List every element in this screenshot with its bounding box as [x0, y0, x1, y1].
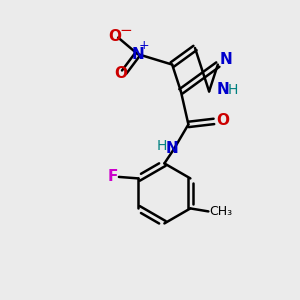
Text: N: N: [166, 141, 178, 156]
Text: N: N: [131, 46, 144, 62]
Text: CH₃: CH₃: [209, 205, 232, 218]
Text: F: F: [108, 169, 118, 184]
Text: O: O: [109, 28, 122, 44]
Text: +: +: [139, 39, 150, 52]
Text: −: −: [119, 22, 132, 38]
Text: O: O: [216, 113, 229, 128]
Text: O: O: [115, 66, 128, 81]
Text: N: N: [220, 52, 233, 67]
Text: N: N: [216, 82, 229, 98]
Text: H: H: [228, 83, 238, 97]
Text: H: H: [157, 139, 167, 153]
